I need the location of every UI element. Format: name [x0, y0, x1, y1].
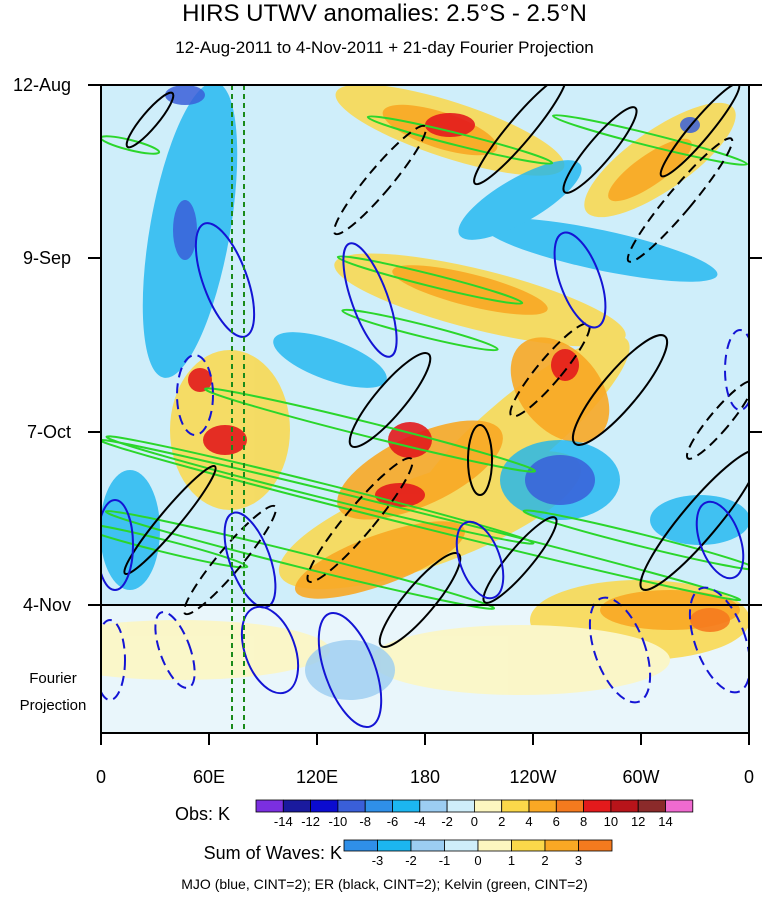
obs-tick-label-3: -8	[359, 814, 371, 829]
obs-swatch-15	[665, 799, 694, 813]
waves-swatch-0	[343, 839, 378, 852]
obs-swatch-13	[610, 799, 639, 813]
obs-tick-label-4: -6	[387, 814, 399, 829]
obs-tick-label-8: 2	[498, 814, 505, 829]
waves-tick-label-2: -1	[439, 853, 451, 868]
waves-tick-label-1: -2	[405, 853, 417, 868]
obs-swatch-2	[310, 799, 339, 813]
xtick-label-3: 180	[410, 767, 440, 787]
obs-tick-label-12: 10	[604, 814, 618, 829]
obs-colorbar	[255, 799, 694, 813]
ytick-label-3: 4-Nov	[23, 595, 71, 615]
wave-contours	[101, 85, 749, 733]
obs-swatch-11	[555, 799, 584, 813]
obs-tick-label-5: -4	[414, 814, 426, 829]
obs-tick-label-7: 0	[471, 814, 478, 829]
obs-swatch-0	[255, 799, 284, 813]
obs-tick-label-0: -14	[274, 814, 293, 829]
obs-swatch-9	[501, 799, 530, 813]
obs-swatch-10	[528, 799, 557, 813]
waves-tick-label-3: 0	[474, 853, 481, 868]
waves-colorbar	[343, 839, 613, 852]
xtick-label-1: 60E	[193, 767, 225, 787]
obs-colorbar-label: Obs: K	[175, 804, 230, 824]
obs-tick-label-14: 14	[658, 814, 672, 829]
obs-swatch-6	[419, 799, 448, 813]
waves-swatch-6	[544, 839, 579, 852]
chart-title: HIRS UTWV anomalies: 2.5°S - 2.5°N	[182, 0, 587, 27]
ytick-label-1: 9-Sep	[23, 248, 71, 268]
obs-swatch-1	[282, 799, 311, 813]
waves-tick-label-5: 2	[541, 853, 548, 868]
waves-tick-label-4: 1	[508, 853, 515, 868]
obs-tick-label-1: -12	[301, 814, 320, 829]
waves-swatch-4	[477, 839, 512, 852]
waves-swatch-1	[377, 839, 412, 852]
waves-tick-label-0: -3	[372, 853, 384, 868]
obs-tick-label-13: 12	[631, 814, 645, 829]
obs-swatch-5	[392, 799, 421, 813]
xtick-label-5: 60W	[622, 767, 659, 787]
xtick-label-0: 0	[96, 767, 106, 787]
obs-swatch-12	[583, 799, 612, 813]
ytick-label-0: 12-Aug	[13, 75, 71, 95]
projection-label-line1: Fourier	[29, 670, 77, 687]
obs-swatch-7	[446, 799, 475, 813]
xtick-label-2: 120E	[296, 767, 338, 787]
xtick-label-6: 0	[744, 767, 754, 787]
obs-swatch-3	[337, 799, 366, 813]
waves-swatch-3	[444, 839, 479, 852]
obs-swatch-14	[637, 799, 666, 813]
xtick-label-4: 120W	[509, 767, 556, 787]
obs-field	[101, 85, 749, 733]
waves-swatch-7	[578, 839, 613, 852]
waves-swatch-5	[511, 839, 546, 852]
waves-colorbar-label: Sum of Waves: K	[204, 843, 342, 863]
obs-tick-label-11: 8	[580, 814, 587, 829]
waves-tick-label-6: 3	[575, 853, 582, 868]
chart-subtitle: 12-Aug-2011 to 4-Nov-2011 + 21-day Fouri…	[175, 38, 594, 57]
obs-tick-label-9: 4	[525, 814, 532, 829]
obs-tick-label-2: -10	[329, 814, 348, 829]
waves-swatch-2	[410, 839, 445, 852]
obs-swatch-8	[473, 799, 503, 813]
obs-tick-label-10: 6	[553, 814, 560, 829]
obs-swatch-4	[364, 799, 393, 813]
obs-tick-label-6: -2	[441, 814, 453, 829]
projection-label-line2: Projection	[20, 697, 87, 714]
contour-legend-footer: MJO (blue, CINT=2); ER (black, CINT=2); …	[181, 876, 588, 892]
ytick-label-2: 7-Oct	[27, 422, 71, 442]
